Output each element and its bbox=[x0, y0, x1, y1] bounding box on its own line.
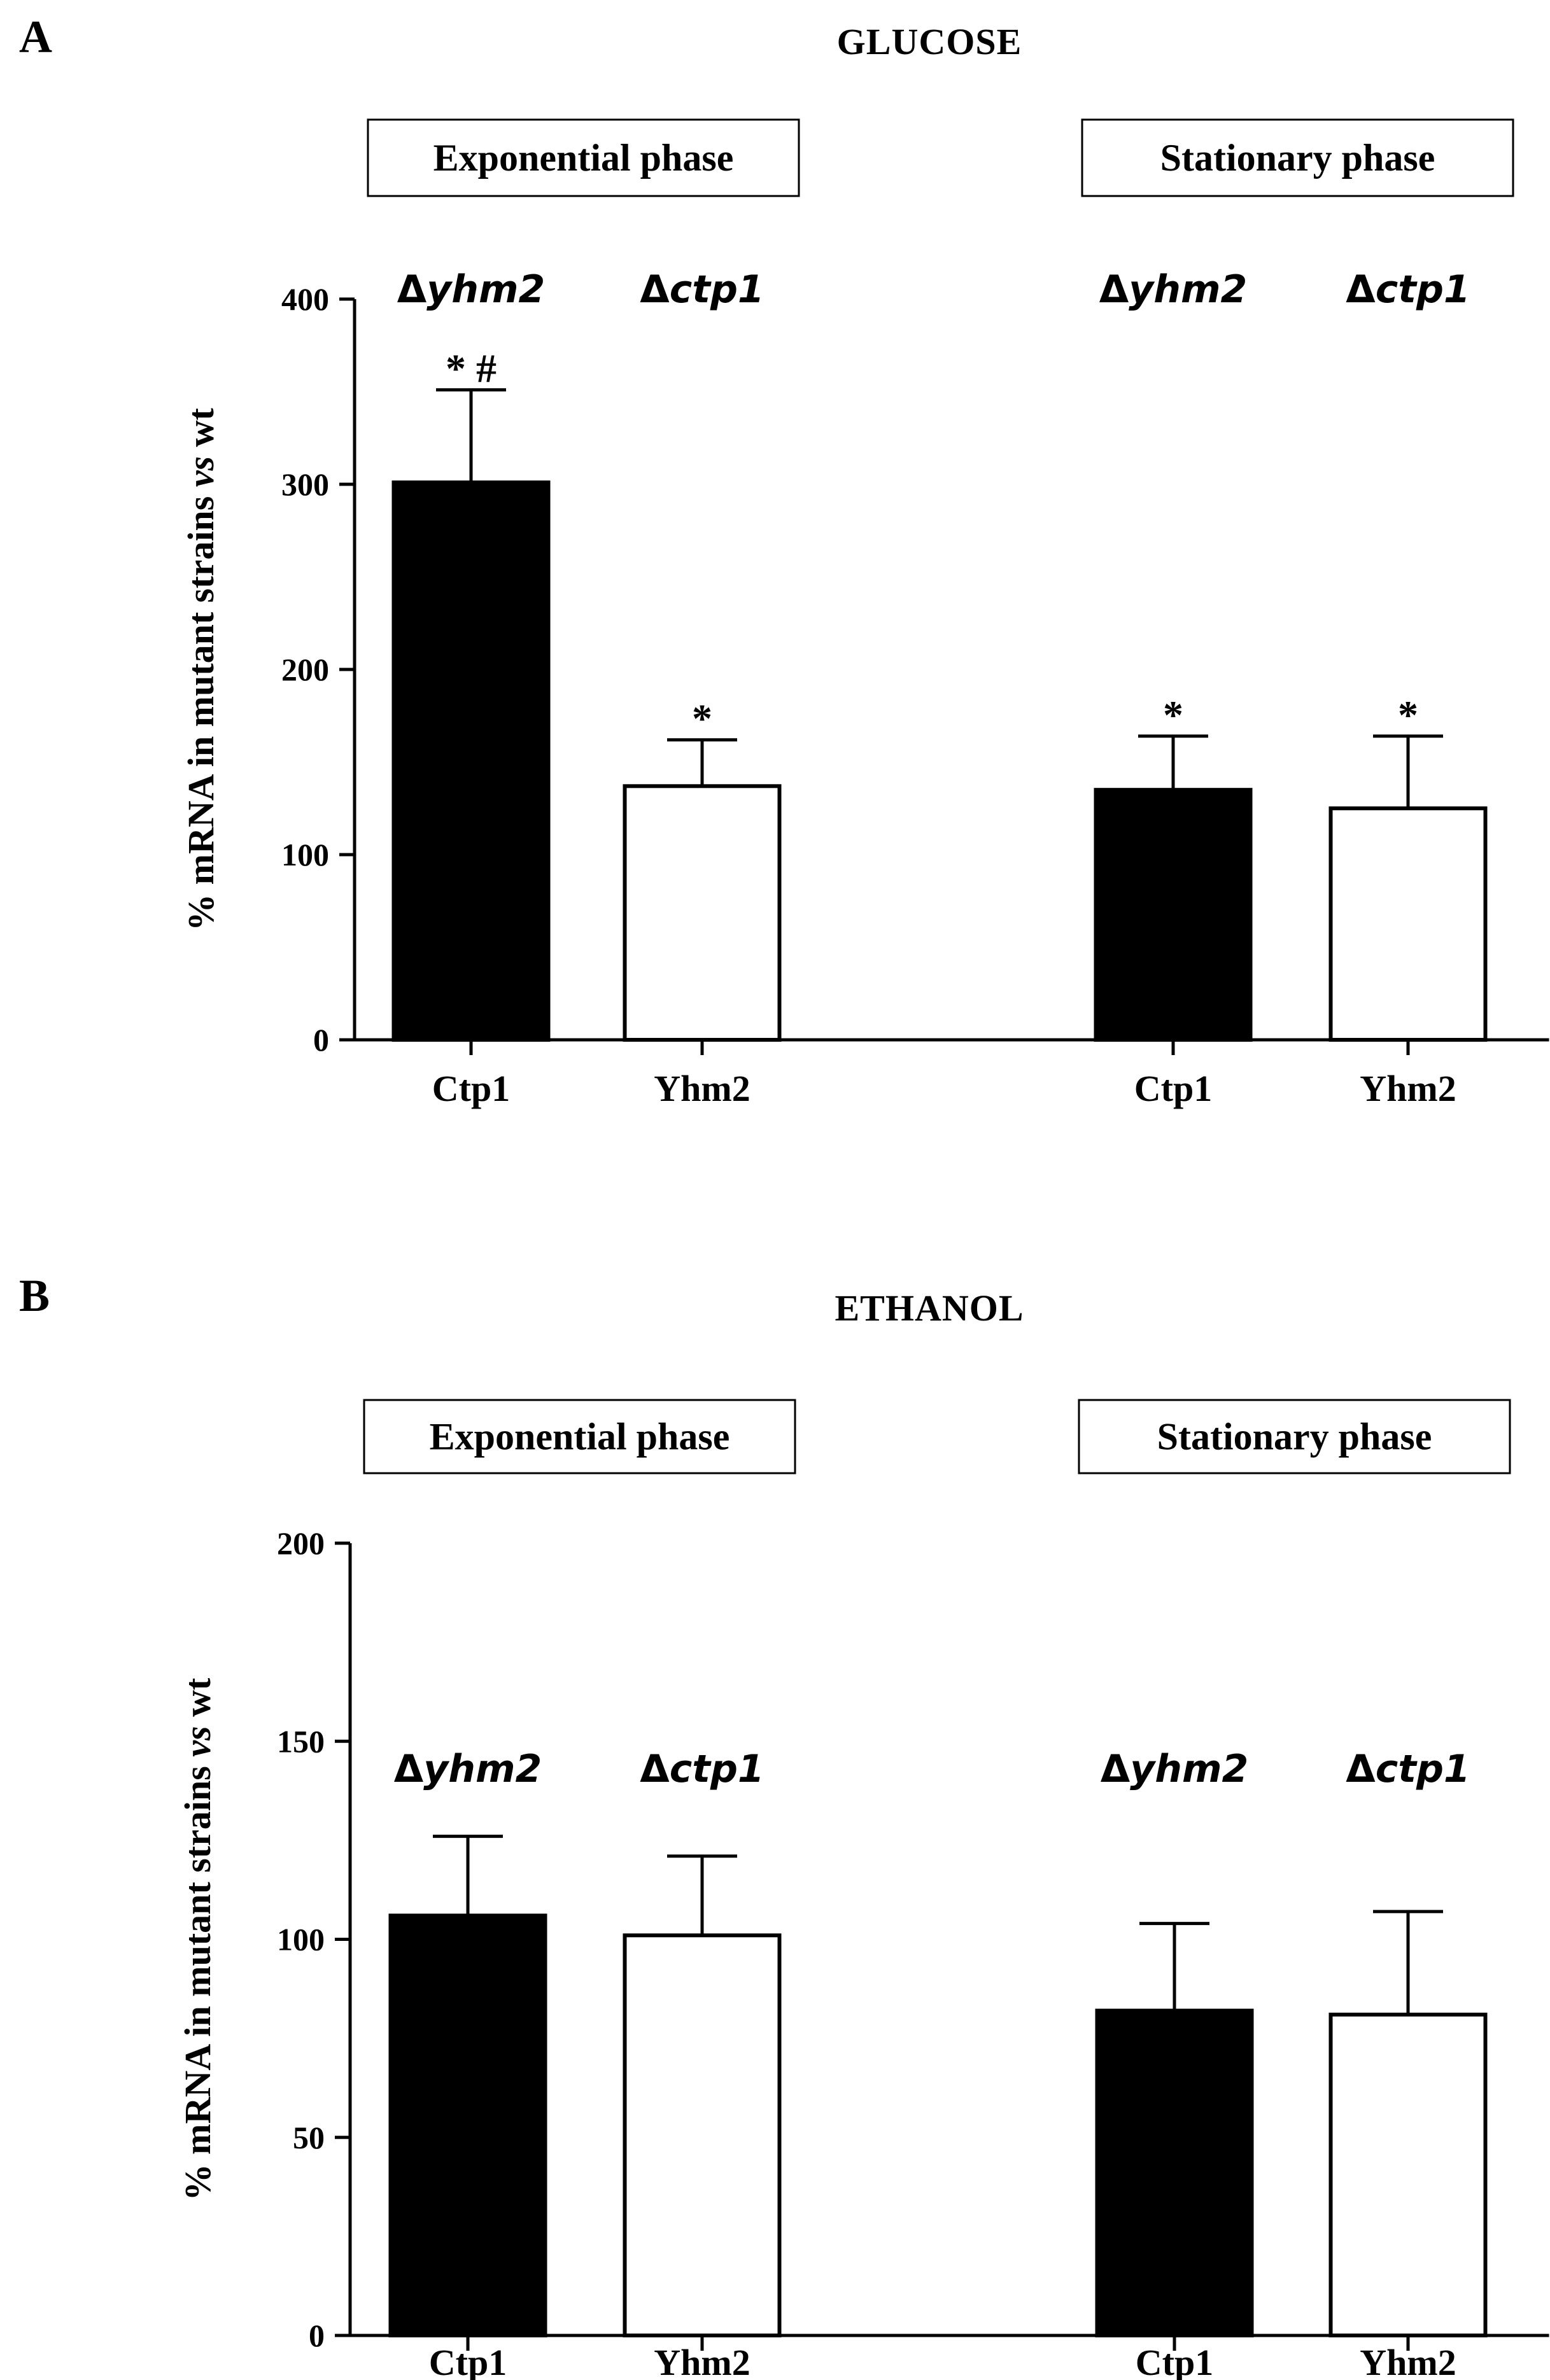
strain-delta: Δ bbox=[1099, 267, 1129, 312]
strain-delta: Δ bbox=[1101, 1747, 1131, 1791]
strain-name: ctp1 bbox=[670, 1747, 764, 1791]
y-tick-label: 400 bbox=[281, 281, 329, 317]
chart-title: GLUCOSE bbox=[837, 21, 1022, 62]
x-tick-label: Yhm2 bbox=[1360, 1068, 1456, 1109]
strain-label: Δctp1 bbox=[640, 267, 764, 312]
phase-label: Stationary phase bbox=[1157, 1416, 1432, 1458]
strain-delta: Δ bbox=[394, 1747, 424, 1791]
significance-mark: * # bbox=[446, 346, 497, 391]
strain-name: yhm2 bbox=[1129, 267, 1247, 312]
x-tick-label: Ctp1 bbox=[429, 2342, 507, 2380]
y-axis-label-part: vs bbox=[177, 1726, 218, 1756]
phase-box bbox=[1078, 1399, 1511, 1474]
y-tick-label: 300 bbox=[281, 466, 329, 502]
y-tick-label: 100 bbox=[281, 837, 329, 872]
y-tick-label: 200 bbox=[277, 1525, 325, 1561]
panel-letter: A bbox=[19, 11, 52, 62]
x-tick-label: Yhm2 bbox=[654, 1068, 750, 1109]
y-axis-label-part: % mRNA in mutant strains bbox=[180, 487, 222, 931]
phase-box bbox=[367, 118, 800, 197]
x-tick-label: Ctp1 bbox=[432, 1068, 510, 1109]
y-axis-label-part: wt bbox=[177, 1677, 218, 1726]
bar bbox=[1095, 2008, 1254, 2338]
significance-mark: * bbox=[1398, 692, 1418, 738]
strain-delta: Δ bbox=[1346, 1747, 1376, 1791]
bar bbox=[1094, 788, 1253, 1042]
strain-label: Δyhm2 bbox=[397, 267, 546, 312]
bar bbox=[1328, 2012, 1488, 2337]
panel-letter: B bbox=[19, 1270, 50, 1321]
strain-label: Δyhm2 bbox=[1099, 267, 1248, 312]
panel-a: A GLUCOSE Exponential phase Stationary phas… bbox=[19, 11, 1549, 1109]
strain-label: Δyhm2 bbox=[394, 1747, 542, 1791]
phase-label: Exponential phase bbox=[433, 137, 734, 179]
y-tick-label: 100 bbox=[277, 1922, 325, 1957]
y-axis-label: % mRNA in mutant strains vs wt bbox=[180, 407, 222, 930]
y-axis-label-part: % mRNA in mutant strains bbox=[177, 1757, 218, 2201]
x-tick-label: Yhm2 bbox=[1360, 2342, 1456, 2380]
strain-name: ctp1 bbox=[1376, 267, 1470, 312]
bar bbox=[391, 480, 551, 1042]
bar bbox=[388, 1914, 547, 2337]
x-tick-label: Yhm2 bbox=[654, 2342, 750, 2380]
strain-delta: Δ bbox=[640, 1747, 670, 1791]
strain-delta: Δ bbox=[640, 267, 670, 312]
y-axis-label-part: wt bbox=[180, 407, 222, 456]
x-tick-label: Ctp1 bbox=[1136, 2342, 1213, 2380]
strain-name: ctp1 bbox=[1376, 1747, 1470, 1791]
panel-b: B ETHANOL Exponential phase Stationary phas… bbox=[19, 1270, 1549, 2380]
strain-label: Δyhm2 bbox=[1101, 1747, 1249, 1791]
y-axis-label-part: vs bbox=[180, 456, 222, 487]
strain-label: Δctp1 bbox=[1346, 1747, 1470, 1791]
bar bbox=[1328, 806, 1488, 1042]
strain-name: yhm2 bbox=[423, 1747, 542, 1791]
bar bbox=[623, 1933, 782, 2337]
strain-name: yhm2 bbox=[426, 267, 545, 312]
y-tick-label: 0 bbox=[309, 2318, 325, 2353]
phase-box bbox=[363, 1399, 796, 1474]
strain-label: Δctp1 bbox=[1346, 267, 1470, 312]
chart-title: ETHANOL bbox=[835, 1287, 1024, 1329]
strain-delta: Δ bbox=[1346, 267, 1376, 312]
y-tick-label: 200 bbox=[281, 652, 329, 687]
strain-name: yhm2 bbox=[1130, 1747, 1248, 1791]
y-tick-label: 150 bbox=[277, 1723, 325, 1759]
y-tick-label: 0 bbox=[313, 1022, 329, 1058]
strain-delta: Δ bbox=[397, 267, 427, 312]
significance-mark: * bbox=[692, 696, 712, 741]
y-axis-label: % mRNA in mutant strains vs wt bbox=[177, 1677, 218, 2201]
strain-name: ctp1 bbox=[670, 267, 764, 312]
phase-box bbox=[1081, 118, 1514, 197]
bar bbox=[623, 784, 782, 1042]
phase-label: Stationary phase bbox=[1160, 137, 1435, 179]
phase-label: Exponential phase bbox=[430, 1416, 730, 1458]
significance-mark: * bbox=[1163, 692, 1183, 738]
y-tick-label: 50 bbox=[293, 2120, 325, 2155]
strain-label: Δctp1 bbox=[640, 1747, 764, 1791]
x-tick-label: Ctp1 bbox=[1134, 1068, 1212, 1109]
